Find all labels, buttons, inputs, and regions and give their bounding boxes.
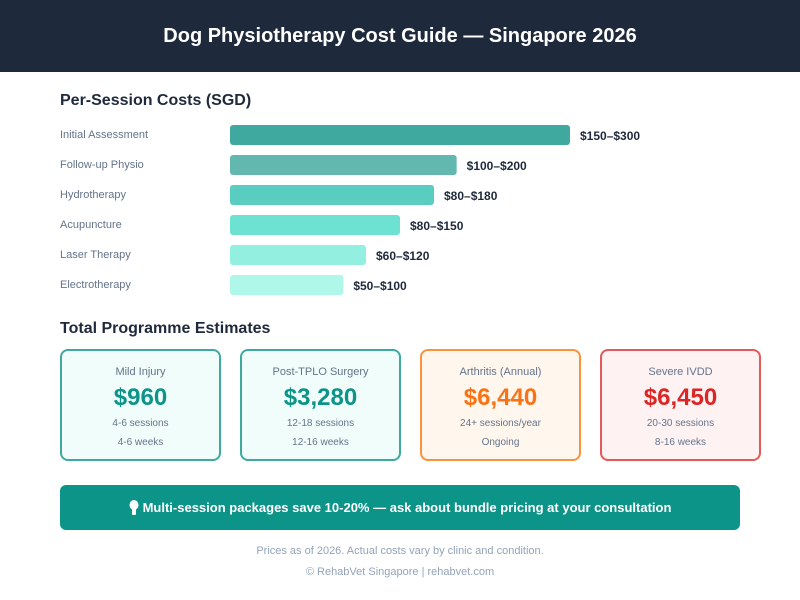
bundle-banner: Multi-session packages save 10-20% — ask… <box>60 485 740 530</box>
per-session-chart: Initial Assessment $150–$300 Follow-up Phy… <box>60 125 640 295</box>
bar <box>230 125 570 145</box>
category-label: Initial Assessment <box>60 129 148 141</box>
category-label: Laser Therapy <box>60 249 131 261</box>
bar-value-label: $80–$180 <box>444 189 498 203</box>
card-sessions: 20-30 sessions <box>646 418 715 429</box>
bar-value-label: $150–$300 <box>580 129 640 143</box>
page-title: Dog Physiotherapy Cost Guide — Singapore… <box>0 0 800 72</box>
category-label: Electrotherapy <box>60 279 131 291</box>
programme-card: Mild Injury $960 4-6 sessions 4-6 weeks <box>60 349 221 461</box>
bar <box>230 275 344 295</box>
programme-card: Severe IVDD $6,450 20-30 sessions 8-16 w… <box>600 349 761 461</box>
chart-title: Per-Session Costs (SGD) <box>60 92 252 109</box>
card-title: Severe IVDD <box>648 366 713 378</box>
card-price: $6,440 <box>463 384 538 411</box>
category-label: Acupuncture <box>60 219 122 231</box>
banner-text: Multi-session packages save 10-20% — ask… <box>142 500 672 515</box>
card-title: Mild Injury <box>115 366 166 378</box>
card-duration: 8-16 weeks <box>654 437 707 448</box>
programme-card: Arthritis (Annual) $6,440 24+ sessions/y… <box>420 349 581 461</box>
programme-card: Post-TPLO Surgery $3,280 12-18 sessions … <box>240 349 401 461</box>
card-price: $6,450 <box>643 384 718 411</box>
card-sessions: 4-6 sessions <box>112 418 169 429</box>
card-duration: 12-16 weeks <box>292 437 349 448</box>
bar <box>230 245 366 265</box>
card-title: Post-TPLO Surgery <box>272 366 369 378</box>
card-sessions: 24+ sessions/year <box>460 418 541 429</box>
card-price: $3,280 <box>283 384 358 411</box>
bar-value-label: $100–$200 <box>467 159 527 173</box>
bar <box>230 215 400 235</box>
footer-credit: © RehabVet Singapore | rehabvet.com <box>305 566 495 578</box>
programmes-title: Total Programme Estimates <box>60 320 271 337</box>
bar-value-label: $50–$100 <box>353 279 407 293</box>
bar-value-label: $60–$120 <box>376 249 430 263</box>
footer-note: Prices as of 2026. Actual costs vary by … <box>256 545 544 557</box>
bar <box>230 155 457 175</box>
bar <box>230 185 434 205</box>
card-duration: Ongoing <box>481 437 520 448</box>
card-price: $960 <box>113 384 168 411</box>
card-duration: 4-6 weeks <box>117 437 164 448</box>
card-sessions: 12-18 sessions <box>286 418 355 429</box>
category-label: Hydrotherapy <box>60 189 127 201</box>
category-label: Follow-up Physio <box>60 159 144 171</box>
bar-value-label: $80–$150 <box>410 219 464 233</box>
lightbulb-icon <box>129 499 139 515</box>
card-title: Arthritis (Annual) <box>459 366 542 378</box>
